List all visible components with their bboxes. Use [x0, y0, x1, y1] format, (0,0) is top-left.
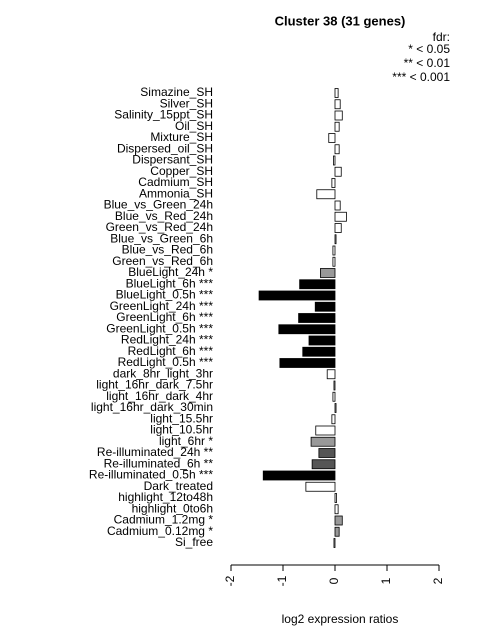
bar — [279, 358, 336, 368]
y-tick-label: highlight_12to48h — [118, 490, 213, 504]
bar — [334, 110, 343, 121]
y-tick-label: RedLight_0.5h *** — [118, 355, 214, 369]
bar — [310, 436, 336, 447]
bar — [331, 414, 336, 425]
bar — [328, 133, 336, 143]
bar — [320, 268, 336, 278]
bar — [334, 121, 340, 132]
y-tick-label: Green_vs_Red_24h — [106, 220, 213, 234]
bar — [299, 279, 336, 290]
x-tick-label: 1 — [379, 577, 393, 584]
y-tick-label: light_10.5hr — [150, 423, 213, 437]
y-tick-label: Oil_SH — [175, 119, 213, 133]
y-tick-label: Dispersant_SH — [132, 153, 213, 167]
y-tick-label: Cadmium_0.12mg * — [107, 524, 213, 538]
legend-entry: * < 0.05 — [408, 42, 450, 56]
bar — [334, 166, 342, 177]
bar — [334, 88, 339, 98]
y-tick-label: RedLight_6h *** — [128, 344, 214, 358]
y-tick-label: GreenLight_24h *** — [110, 299, 214, 313]
bar — [315, 425, 336, 436]
y-tick-label: light_16hr_dark_7.5hr — [96, 378, 213, 392]
bar — [314, 301, 336, 312]
y-tick-label: Green_vs_Red_6h — [112, 254, 213, 268]
x-axis-label: log2 expression ratios — [282, 612, 399, 626]
x-tick-label: 0 — [327, 577, 341, 584]
y-tick-label: light_16hr_dark_30min — [91, 400, 213, 414]
y-tick-label: Cadmium_SH — [138, 175, 213, 189]
bar — [334, 200, 341, 211]
bar — [318, 448, 336, 458]
y-tick-label: GreenLight_0.5h *** — [106, 321, 213, 335]
bar — [334, 99, 341, 110]
y-tick-label: light_6hr * — [159, 434, 213, 448]
bar — [332, 256, 336, 267]
y-tick-label: Blue_vs_Red_24h — [115, 209, 213, 223]
bar — [331, 178, 336, 188]
bar — [334, 234, 337, 245]
y-tick-label: highlight_0to6h — [132, 501, 213, 515]
bar — [334, 403, 337, 413]
y-tick-label: Ammonia_SH — [139, 186, 213, 200]
bar — [316, 189, 336, 200]
y-tick-label: Blue_vs_Red_6h — [122, 243, 213, 257]
y-tick-label: Mixture_SH — [150, 130, 213, 144]
bar — [334, 211, 347, 222]
y-tick-label: Re-illuminated_6h ** — [104, 456, 214, 470]
y-tick-label: Re-illuminated_24h ** — [97, 445, 213, 459]
bar — [334, 504, 339, 515]
x-tick-label: -2 — [223, 575, 237, 586]
chart-title: Cluster 38 (31 genes) — [275, 13, 406, 28]
y-tick-label: Cadmium_1.2mg * — [114, 513, 214, 527]
bar — [278, 324, 336, 335]
y-tick-label: dark_8hr_light_3hr — [113, 366, 213, 380]
bar — [333, 380, 336, 391]
y-tick-label: RedLight_24h *** — [121, 333, 213, 347]
y-tick-label: Silver_SH — [160, 96, 213, 110]
y-tick-label: Copper_SH — [150, 164, 213, 178]
bar — [308, 335, 336, 346]
y-tick-label: BlueLight_0.5h *** — [116, 288, 214, 302]
bar — [334, 223, 342, 233]
legend-entry: *** < 0.001 — [392, 70, 450, 84]
legend-title: fdr: — [433, 30, 450, 44]
bar — [258, 290, 336, 301]
bar — [298, 313, 336, 323]
y-tick-label: Salinity_15ppt_SH — [114, 108, 213, 122]
y-tick-label: Blue_vs_Green_6h — [110, 231, 213, 245]
x-tick-label: -1 — [275, 575, 289, 586]
bar — [305, 481, 336, 492]
bar — [332, 245, 336, 256]
bar — [334, 526, 340, 537]
legend-entry: ** < 0.01 — [404, 56, 451, 70]
bar — [262, 470, 336, 481]
y-tick-label: Simazine_SH — [140, 85, 213, 99]
bar — [302, 346, 336, 357]
y-tick-label: light_15.5hr — [150, 411, 213, 425]
bar — [334, 493, 337, 503]
y-tick-label: Re-illuminated_0.5h *** — [89, 468, 213, 482]
bar — [326, 369, 336, 380]
bar — [334, 515, 343, 526]
y-tick-label: Dark_treated — [144, 479, 213, 493]
bar — [332, 391, 336, 402]
y-tick-label: GreenLight_6h *** — [116, 310, 213, 324]
y-tick-label: BlueLight_24h * — [128, 265, 213, 279]
bar — [311, 459, 336, 470]
bar — [333, 538, 336, 548]
y-tick-label: light_16hr_dark_4hr — [106, 389, 213, 403]
x-tick-label: 2 — [431, 577, 445, 584]
y-tick-label: Dispersed_oil_SH — [117, 141, 213, 155]
bar — [333, 155, 336, 166]
y-tick-label: Blue_vs_Green_24h — [104, 198, 213, 212]
bar — [334, 144, 340, 155]
y-tick-label: Si_free — [175, 535, 213, 549]
y-tick-label: BlueLight_6h *** — [126, 276, 214, 290]
